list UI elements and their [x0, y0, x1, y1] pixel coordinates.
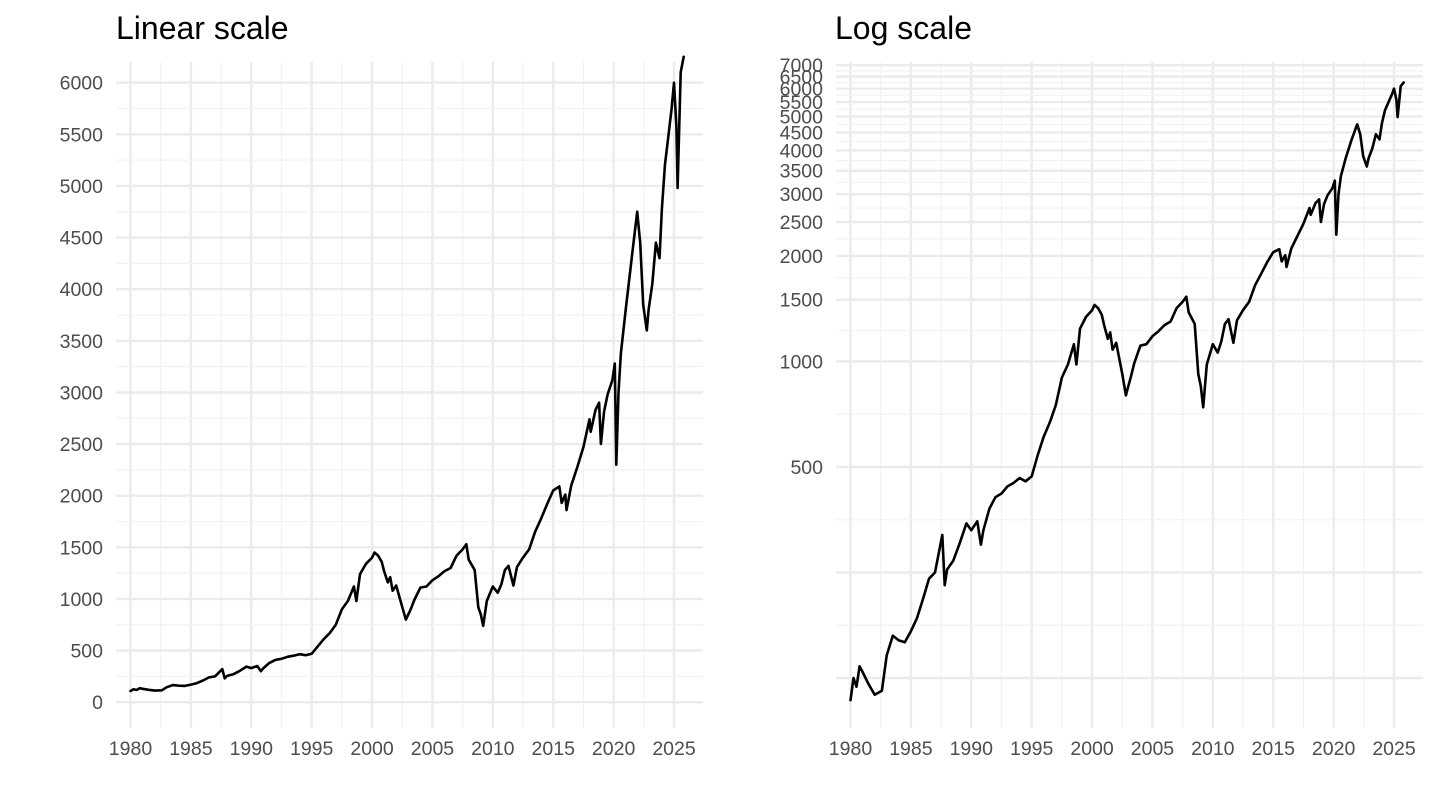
x-tick-label: 2010 [1191, 738, 1235, 760]
x-tick-label: 2015 [532, 738, 576, 760]
y-tick-label: 4500 [60, 228, 104, 250]
y-tick-label: 2000 [60, 486, 104, 508]
y-tick-label: 5500 [780, 92, 824, 114]
y-tick-label: 4500 [780, 122, 824, 144]
linear-y-axis-labels: 0 500 1000 1500 2000 2500 3000 3500 4000 4500 5000… [60, 73, 104, 715]
linear-panel-grid [116, 62, 703, 728]
log-y-axis-labels: 500 1000 1500 2000 2500 300035004000450050005… [780, 55, 824, 479]
y-tick-label: 6000 [60, 73, 104, 95]
x-tick-label: 2015 [1252, 738, 1296, 760]
y-tick-label: 1000 [780, 351, 824, 373]
x-tick-label: 1985 [889, 738, 933, 760]
log-panel-grid [836, 62, 1423, 728]
x-tick-label: 1995 [290, 738, 334, 760]
x-tick-label: 2000 [1070, 738, 1114, 760]
log-panel-title: Log scale [835, 10, 972, 46]
x-tick-label: 1985 [169, 738, 213, 760]
x-tick-label: 1980 [109, 738, 153, 760]
y-tick-label: 7000 [780, 55, 824, 77]
y-tick-label: 3500 [60, 331, 104, 353]
x-tick-label: 2020 [592, 738, 636, 760]
log-series-line [849, 81, 1405, 702]
y-tick-label: 3000 [60, 382, 104, 404]
y-tick-label: 5500 [60, 124, 104, 146]
y-tick-label: 5000 [60, 176, 104, 198]
y-tick-label: 4000 [780, 140, 824, 162]
y-tick-label: 3000 [780, 184, 824, 206]
y-tick-label: 2000 [780, 246, 824, 268]
linear-scale-panel: Linear scale 0 500 1000 1500 2000 2500 3000 350… [60, 10, 703, 760]
y-tick-label: 500 [70, 641, 103, 663]
y-tick-label: 2500 [780, 212, 824, 234]
x-tick-label: 2025 [652, 738, 696, 760]
x-tick-label: 1980 [829, 738, 873, 760]
x-tick-label: 2005 [1131, 738, 1175, 760]
x-tick-label: 1990 [950, 738, 994, 760]
x-tick-label: 2000 [350, 738, 394, 760]
y-tick-label: 2500 [60, 434, 104, 456]
y-tick-label: 3500 [780, 161, 824, 183]
x-tick-label: 2010 [471, 738, 515, 760]
y-tick-label: 1000 [60, 589, 104, 611]
y-tick-label: 500 [790, 457, 823, 479]
x-tick-label: 2025 [1372, 738, 1416, 760]
x-tick-label: 2005 [411, 738, 455, 760]
y-tick-label: 1500 [780, 290, 824, 312]
log-scale-panel: Log scale 500 1000 1500 2000 2500 30003500400… [780, 10, 1423, 760]
log-x-axis-labels: 1980 1985 1990 1995 2000 2005 2010 2015 2020 2025 [829, 738, 1416, 760]
y-tick-label: 5000 [780, 106, 824, 128]
linear-series-line [129, 55, 685, 693]
x-tick-label: 1995 [1010, 738, 1054, 760]
linear-panel-title: Linear scale [116, 10, 289, 46]
y-tick-label: 4000 [60, 279, 104, 301]
y-tick-label: 1500 [60, 537, 104, 559]
y-tick-label: 6500 [780, 67, 824, 89]
y-tick-label: 0 [92, 692, 103, 714]
linear-x-axis-labels: 1980 1985 1990 1995 2000 2005 2010 2015 2020 2025 [109, 738, 696, 760]
x-tick-label: 1990 [230, 738, 274, 760]
y-tick-label: 6000 [780, 79, 824, 101]
x-tick-label: 2020 [1312, 738, 1356, 760]
